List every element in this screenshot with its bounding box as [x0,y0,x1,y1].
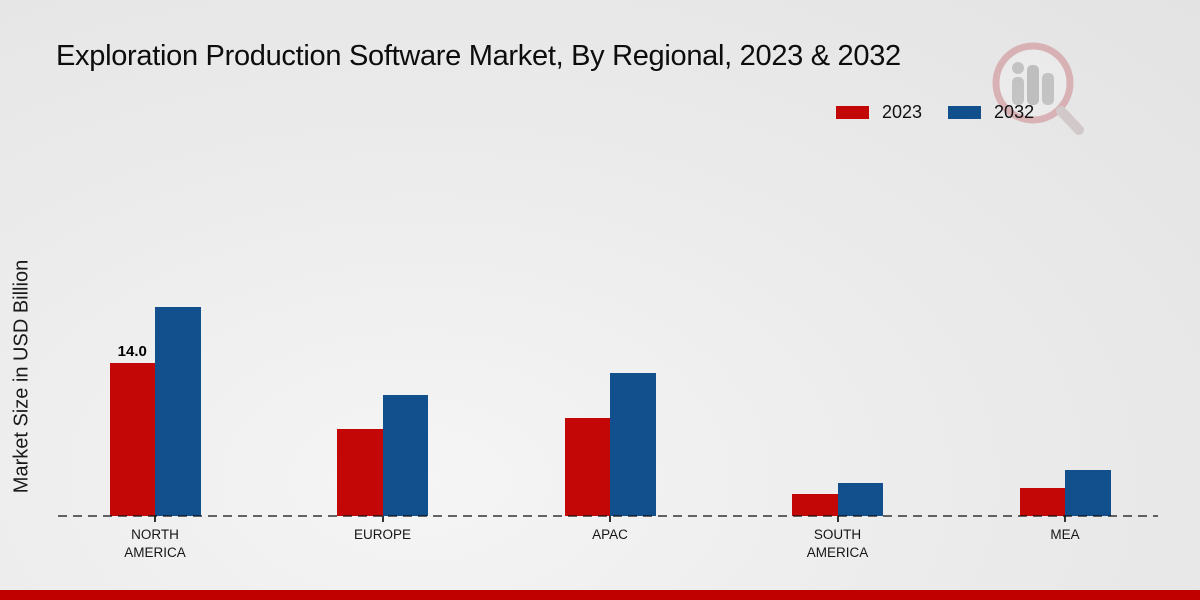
legend-label-2023: 2023 [882,102,923,122]
x-axis-baseline [58,515,1158,517]
legend: 2023 2032 [836,102,1034,123]
bar-2032-europe [382,394,428,516]
y-axis-label: Market Size in USD Billion [10,259,33,494]
category-label-europe: EUROPE [353,527,411,542]
plot-area: 14.0 NORTH AMERICA EUROPE APAC SOUTH AMERICA… [58,140,1158,560]
legend-label-2032: 2032 [994,102,1035,122]
bar-2023-europe [337,428,383,516]
bar-2032-apac [610,372,656,516]
category-label-apac: APAC [592,527,628,542]
data-label-2023-north-america: 14.0 [117,342,147,360]
axis-tick [609,516,611,522]
category-label-mea: MEA [1050,527,1080,542]
bar-2023-north-america [109,362,155,516]
bar-2023-south-america [792,494,838,516]
axis-tick [1064,516,1066,522]
axis-tick [154,516,156,522]
bar-2032-north-america [155,307,201,516]
chart-title: Exploration Production Software Market, … [56,40,901,72]
legend-swatch-2023 [836,106,869,119]
bar-2023-apac [564,417,610,516]
bar-2032-mea [1065,470,1111,516]
footer-accent-bar [0,590,1200,600]
axis-tick [381,516,384,522]
category-label-south-america: SOUTH AMERICA [806,527,869,560]
magnifier-bar-chart-logo-icon [992,42,1084,135]
bar-2032-south-america [837,483,883,516]
legend-swatch-2032 [948,106,982,119]
axis-tick [836,516,839,522]
category-label-north-america: NORTH AMERICA [124,527,186,560]
legend-item-2023: 2023 [836,102,922,123]
legend-item-2032: 2032 [948,102,1034,123]
bar-2023-mea [1019,487,1065,516]
